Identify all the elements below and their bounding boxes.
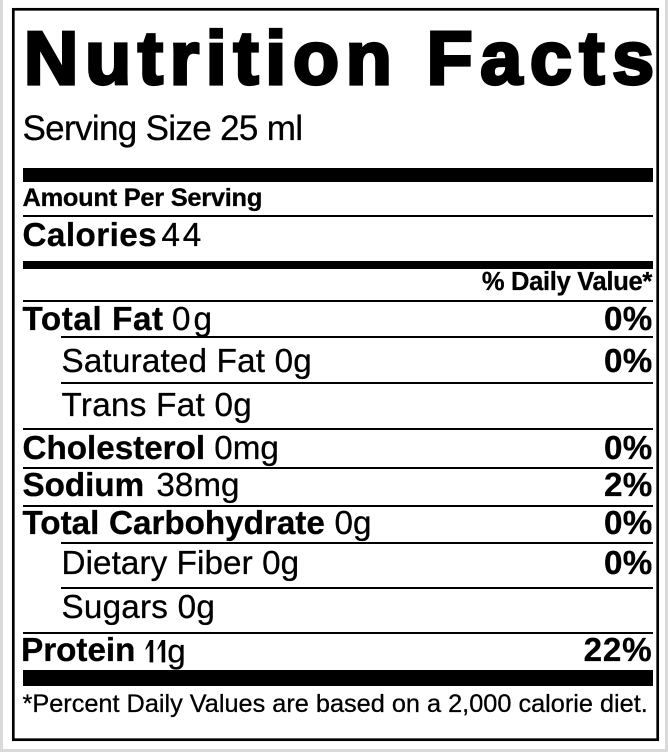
svg-text:Facts: Facts (427, 16, 654, 100)
svg-text:Nutrition: Nutrition (24, 16, 392, 100)
svg-text:g: g (167, 634, 185, 670)
